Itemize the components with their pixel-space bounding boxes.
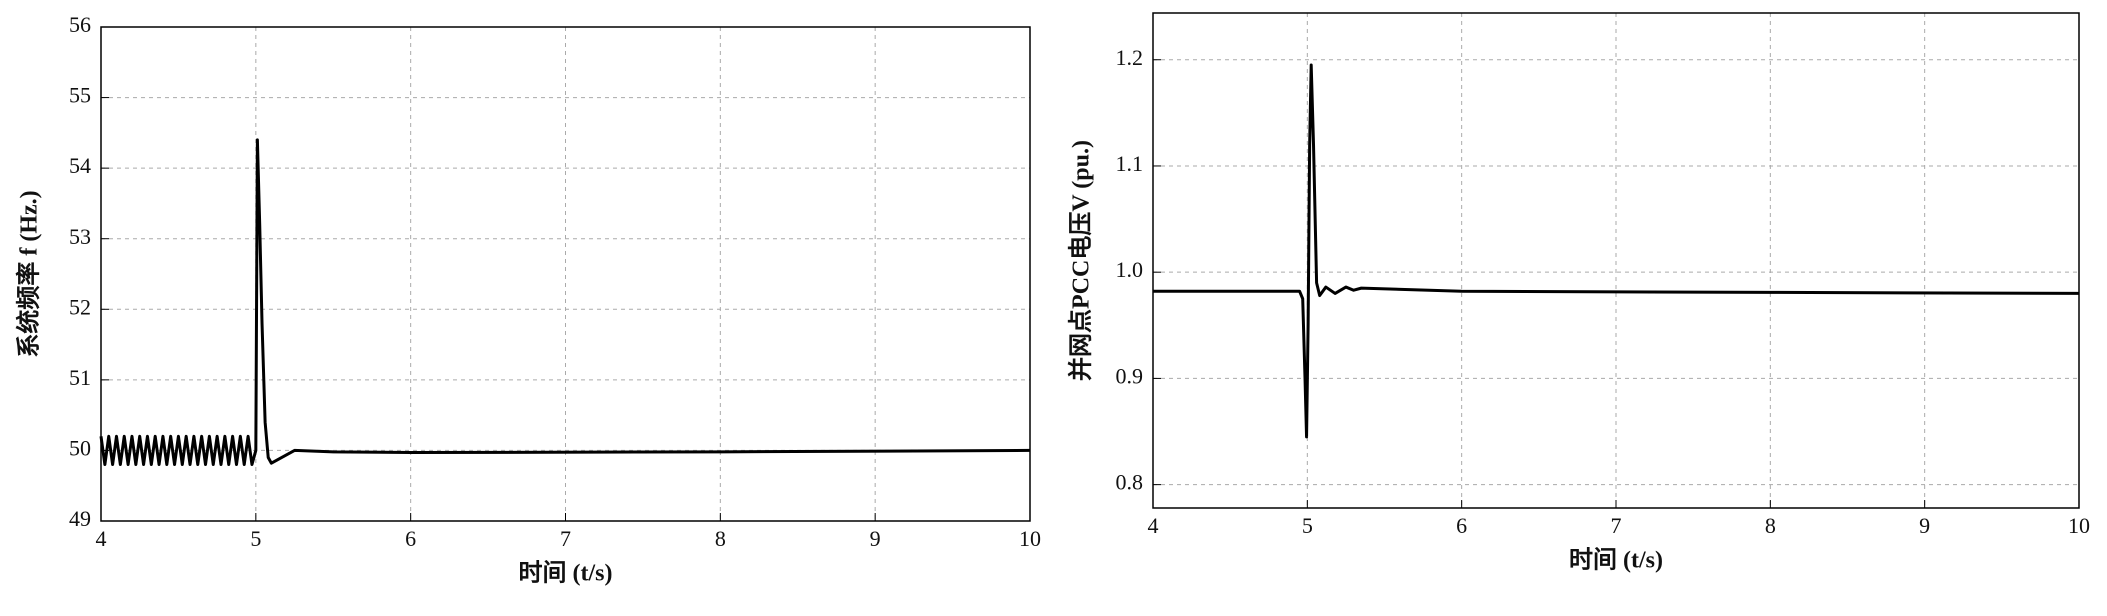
y-tick-label: 56 xyxy=(69,12,91,37)
data-line xyxy=(99,138,1031,467)
x-tick-label: 10 xyxy=(2068,513,2090,538)
y-tick-label: 52 xyxy=(69,294,91,319)
plot-frame xyxy=(1152,12,2080,509)
y-axis-title: 系统频率 f (Hz.) xyxy=(15,190,43,357)
x-tick-label: 9 xyxy=(870,526,881,551)
x-tick-label: 8 xyxy=(1765,513,1776,538)
x-tick-label: 6 xyxy=(1456,513,1467,538)
x-tick-label: 4 xyxy=(1148,513,1159,538)
x-tick-label: 9 xyxy=(1919,513,1930,538)
y-tick-label: 51 xyxy=(69,365,91,390)
x-axis-title: 时间 (t/s) xyxy=(1569,547,1663,574)
y-tick-label: 55 xyxy=(69,83,91,108)
plot-frame xyxy=(100,26,1031,522)
x-tick-label: 4 xyxy=(96,526,107,551)
x-tick-label: 7 xyxy=(560,526,571,551)
y-tick-label: 49 xyxy=(69,506,91,531)
y-tick-label: 0.9 xyxy=(1116,363,1144,388)
x-tick-label: 5 xyxy=(250,526,261,551)
y-axis-title: 并网点PCC电压V (pu.) xyxy=(1067,140,1095,381)
y-tick-label: 1.2 xyxy=(1116,45,1144,70)
y-tick-label: 1.1 xyxy=(1116,151,1144,176)
y-tick-label: 0.8 xyxy=(1116,470,1144,495)
y-tick-label: 1.0 xyxy=(1116,257,1144,282)
x-axis-title: 时间 (t/s) xyxy=(519,560,613,587)
x-tick-label: 10 xyxy=(1019,526,1041,551)
x-tick-label: 7 xyxy=(1611,513,1622,538)
y-tick-label: 53 xyxy=(69,224,91,249)
y-tick-label: 54 xyxy=(69,153,91,178)
y-tick-label: 50 xyxy=(69,435,91,460)
x-tick-label: 5 xyxy=(1302,513,1313,538)
x-tick-label: 6 xyxy=(405,526,416,551)
data-line xyxy=(1153,63,2080,439)
x-tick-label: 8 xyxy=(715,526,726,551)
